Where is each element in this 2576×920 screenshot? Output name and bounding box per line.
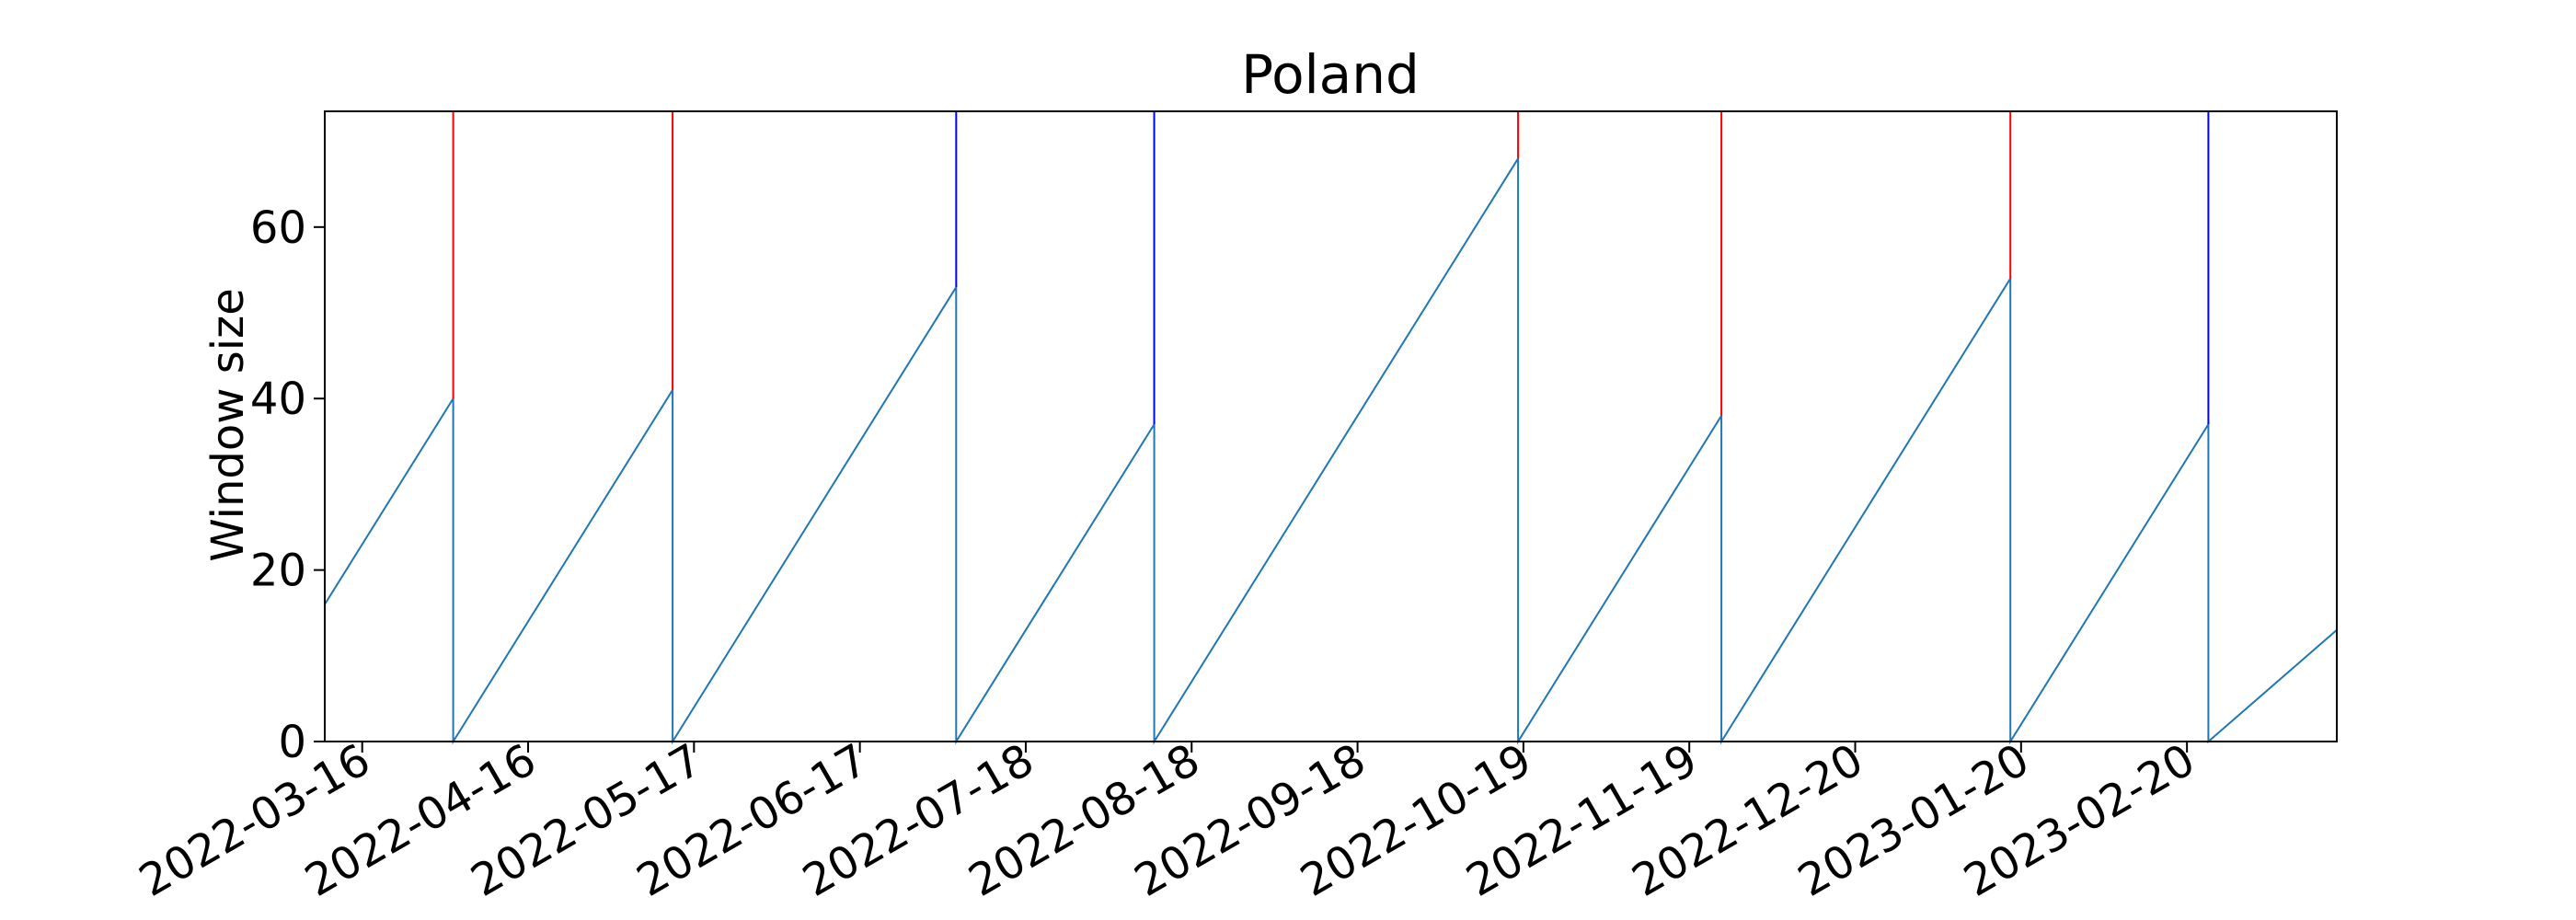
x-ticks: 2022-03-162022-04-162022-05-172022-06-17… <box>131 734 2203 907</box>
series-line-1 <box>324 155 2338 745</box>
y-tick-label: 20 <box>250 546 306 597</box>
y-tick-label: 60 <box>250 202 306 254</box>
y-tick-label: 0 <box>278 717 306 768</box>
plot-frame <box>324 110 2338 742</box>
y-axis-label: Window size <box>202 288 254 562</box>
y-ticks: 0 20 40 60 <box>250 202 325 768</box>
marker-layer <box>452 111 2210 425</box>
series-layer <box>324 155 2338 745</box>
y-tick-label: 40 <box>250 374 306 425</box>
chart-title: Poland <box>1241 43 1420 106</box>
